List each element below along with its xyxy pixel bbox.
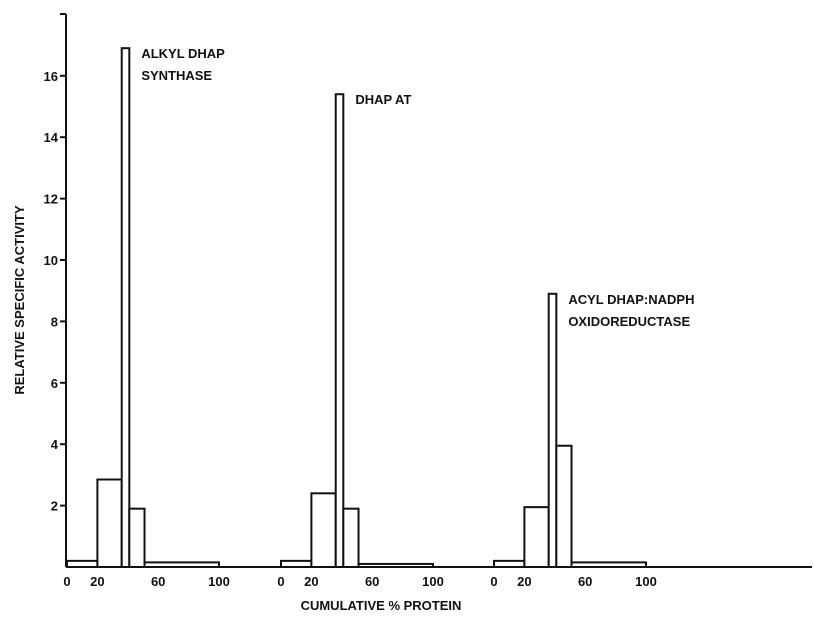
bar-panel2-2 bbox=[311, 493, 335, 567]
bar-panel1-1 bbox=[67, 561, 97, 567]
bar-panel2-1 bbox=[281, 561, 311, 567]
bar-panel1-5 bbox=[145, 562, 219, 567]
panel-label-1: ALKYL DHAP bbox=[141, 46, 225, 61]
y-tick-label: 6 bbox=[51, 376, 58, 391]
bar-panel3-2 bbox=[524, 507, 548, 567]
y-tick-label: 2 bbox=[51, 499, 58, 514]
bar-panel3-5 bbox=[572, 562, 646, 567]
y-tick-label: 10 bbox=[44, 253, 58, 268]
y-axis-title: RELATIVE SPECIFIC ACTIVITY bbox=[12, 205, 27, 395]
x-tick-label: 20 bbox=[517, 574, 531, 589]
bar-panel3-1 bbox=[494, 561, 524, 567]
panel-label-3: OXIDOREDUCTASE bbox=[568, 314, 690, 329]
panel-label-1: SYNTHASE bbox=[141, 68, 212, 83]
x-tick-label: 100 bbox=[422, 574, 444, 589]
bar-panel1-2 bbox=[97, 480, 121, 567]
bar-panel3-4 bbox=[556, 446, 571, 567]
x-tick-label: 20 bbox=[90, 574, 104, 589]
x-tick-label: 60 bbox=[151, 574, 165, 589]
x-tick-label: 100 bbox=[635, 574, 657, 589]
axes: 2 4 6 8 10 12 14 16 0 20 60 100 0 20 60 100 0 20 60 100 bbox=[44, 14, 812, 589]
bar-panel2-3 bbox=[336, 94, 344, 567]
x-tick-label: 60 bbox=[578, 574, 592, 589]
y-tick-label: 12 bbox=[44, 192, 58, 207]
x-tick-label: 0 bbox=[277, 574, 284, 589]
bar-panel3-3 bbox=[549, 294, 557, 567]
x-tick-label: 100 bbox=[208, 574, 230, 589]
bar-panel2-5 bbox=[359, 564, 433, 567]
panel-label-2: DHAP AT bbox=[355, 92, 411, 107]
y-tick-label: 8 bbox=[51, 314, 58, 329]
x-tick-label: 0 bbox=[63, 574, 70, 589]
bar-panel1-4 bbox=[129, 509, 144, 567]
y-tick-label: 16 bbox=[44, 69, 58, 84]
y-tick-label: 14 bbox=[44, 130, 59, 145]
panel-label-3: ACYL DHAP:NADPH bbox=[568, 292, 694, 307]
labels: ALKYL DHAP SYNTHASE DHAP AT ACYL DHAP:NADPH… bbox=[141, 46, 694, 329]
bar-panel2-4 bbox=[343, 509, 358, 567]
bars bbox=[67, 48, 646, 567]
bar-panel1-3 bbox=[122, 48, 130, 567]
y-tick-label: 4 bbox=[51, 437, 59, 452]
x-tick-label: 0 bbox=[490, 574, 497, 589]
x-tick-label: 60 bbox=[365, 574, 379, 589]
x-tick-label: 20 bbox=[304, 574, 318, 589]
x-axis-title: CUMULATIVE % PROTEIN bbox=[301, 598, 462, 613]
